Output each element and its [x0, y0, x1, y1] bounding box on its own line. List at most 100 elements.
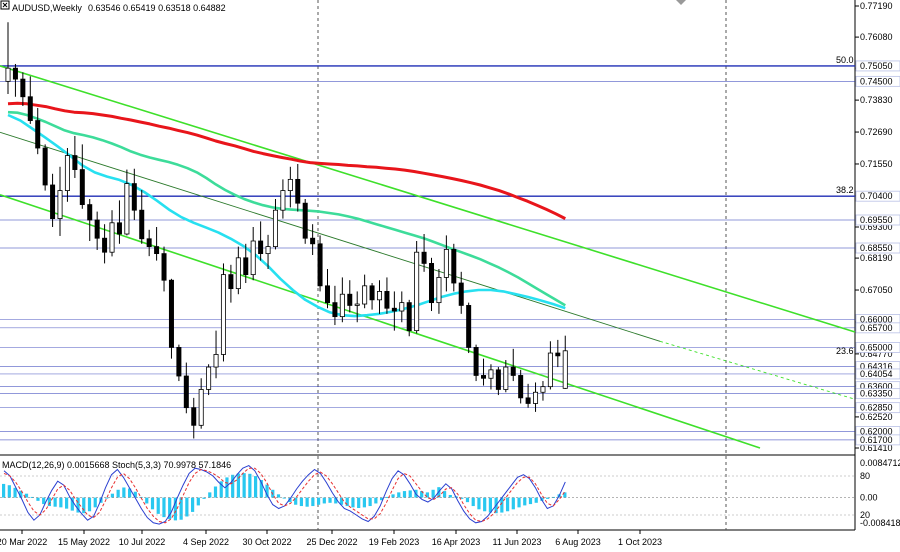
- macd-bar: [402, 491, 407, 498]
- candle-body: [35, 120, 41, 149]
- macd-bar: [231, 474, 235, 498]
- candle-body: [198, 389, 204, 426]
- macd-bar: [242, 473, 246, 498]
- macd-bar: [110, 493, 115, 498]
- indicator-axis-tick-label: 0.0084712: [860, 458, 900, 468]
- macd-bar: [213, 486, 218, 498]
- price-axis-tick-label: 0.67050: [860, 285, 893, 295]
- candle-body: [280, 190, 286, 211]
- macd-bar: [505, 497, 510, 512]
- moving-averages: [7, 101, 566, 318]
- price-level-label-box: [855, 342, 900, 353]
- macd-bar: [385, 496, 389, 498]
- indicator-axis-tick-label: 20: [860, 510, 870, 520]
- macd-bar: [156, 497, 160, 514]
- candle-body: [109, 222, 115, 253]
- macd-bar: [322, 497, 326, 504]
- macd-bar: [528, 497, 533, 505]
- candle-body: [473, 347, 479, 376]
- candle-body: [384, 291, 390, 309]
- candle-body: [176, 347, 182, 377]
- symbol-label: AUDUSD,Weekly: [12, 3, 82, 13]
- macd-bar: [196, 497, 200, 506]
- fib-level-label: 23.6: [836, 346, 854, 356]
- candle-body: [406, 302, 412, 332]
- candle-body: [20, 78, 26, 98]
- macd-bar: [511, 497, 515, 510]
- macd-bar: [236, 473, 241, 498]
- candle-body: [57, 190, 63, 219]
- macd-bar: [288, 497, 292, 503]
- macd-bar: [13, 487, 17, 498]
- macd-bar: [70, 497, 74, 511]
- macd-bar: [345, 497, 349, 507]
- candle-body: [302, 202, 308, 239]
- macd-bar: [420, 491, 424, 498]
- price-level-label: 0.70400: [860, 191, 893, 201]
- candle-body: [369, 285, 375, 301]
- price-level-label: 0.74500: [860, 76, 893, 86]
- macd-bar: [442, 491, 447, 498]
- macd-bar: [488, 497, 492, 513]
- macd-bar: [299, 497, 304, 507]
- candle-body: [354, 303, 360, 306]
- candle-body: [436, 277, 442, 304]
- stoch-line: [3, 467, 566, 524]
- trend-line: [0, 65, 856, 333]
- candle-body: [206, 366, 212, 390]
- price-level-label-box: [855, 190, 900, 202]
- candle-body: [139, 209, 145, 240]
- candle-body: [94, 219, 100, 239]
- price-level-label-box: [855, 434, 900, 446]
- fib-level-label: 50.0: [836, 55, 854, 65]
- macd-bar: [523, 497, 527, 506]
- macd-bar: [133, 491, 137, 498]
- price-level-label-box: [855, 214, 900, 226]
- stoch-label: Stoch(5,3,3) 70.9978 57.1846: [112, 460, 231, 470]
- collapse-icon[interactable]: [2, 2, 8, 8]
- time-axis-tick-label: 1 Oct 2023: [618, 537, 662, 547]
- moving-average-line: [7, 113, 566, 318]
- candle-body: [79, 169, 85, 205]
- price-axis-tick-label: 0.71550: [860, 159, 893, 169]
- macd-bar: [53, 497, 57, 507]
- macd-bar: [408, 490, 412, 498]
- price-level-label: 0.61700: [860, 435, 893, 445]
- price-axis-tick-label: 0.69300: [860, 222, 893, 232]
- candle-body: [488, 369, 494, 379]
- time-axis-tick-label: 11 Jun 2023: [493, 537, 542, 547]
- candle-body: [72, 155, 78, 170]
- candle-body: [235, 257, 241, 290]
- macd-bar: [122, 487, 126, 498]
- time-axis-tick-label: 4 Sep 2022: [183, 537, 229, 547]
- macd-bar: [379, 497, 384, 501]
- macd-bar: [19, 490, 23, 498]
- price-level-label: 0.62000: [860, 426, 893, 436]
- macd-bar: [483, 497, 487, 512]
- price-axis-labels: 0.771900.760800.749700.738300.726900.715…: [855, 1, 900, 453]
- price-axis-tick-label: 0.62520: [860, 412, 893, 422]
- price-level-label: 0.68550: [860, 243, 893, 253]
- fib-level-label: 38.2: [836, 185, 854, 195]
- candle-body: [50, 184, 56, 219]
- macd-bar: [87, 497, 92, 512]
- candle-body: [161, 253, 167, 281]
- price-level-label: 0.65000: [860, 342, 893, 352]
- price-level-label-box: [855, 322, 900, 334]
- chart-shift-marker-icon[interactable]: [676, 0, 686, 5]
- macd-bar: [105, 497, 109, 499]
- candle-body: [495, 369, 501, 390]
- price-level-label: 0.75050: [860, 61, 893, 71]
- trend-channels: [0, 65, 856, 449]
- price-level-label: 0.66000: [860, 314, 893, 324]
- candle-body: [317, 243, 323, 287]
- candle-body: [258, 240, 264, 255]
- macd-bar: [185, 497, 189, 517]
- time-axis-tick-label: 6 Aug 2023: [555, 537, 601, 547]
- macd-bar: [190, 497, 195, 512]
- macd-bar: [517, 497, 521, 508]
- price-axis-tick-label: 0.76080: [860, 32, 893, 42]
- macd-bar: [42, 497, 46, 505]
